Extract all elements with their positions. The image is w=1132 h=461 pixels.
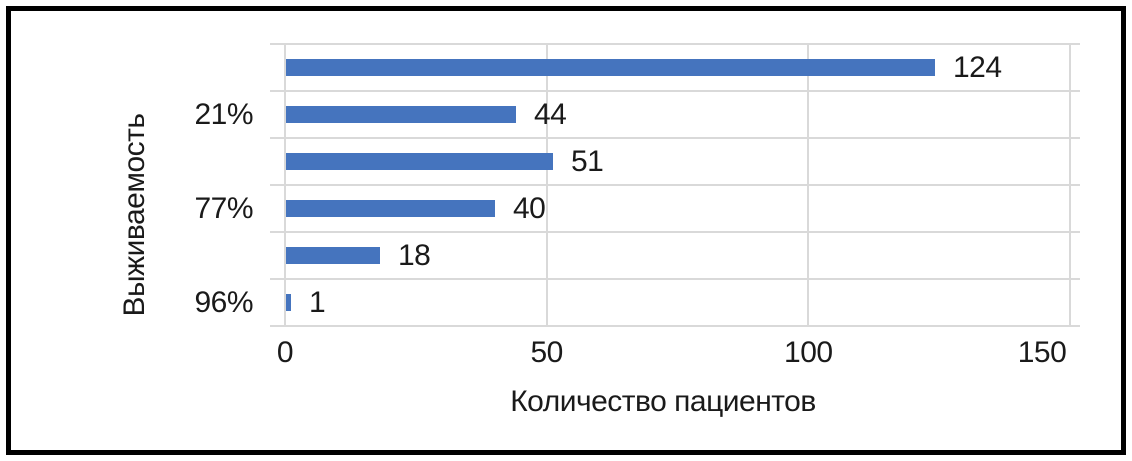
x-axis-title: Количество пациентов [510, 385, 816, 418]
bar-value-label: 1 [309, 285, 326, 319]
bar-value-label: 124 [953, 50, 1002, 84]
x-tick-label: 50 [530, 336, 563, 369]
gridline-horizontal [270, 325, 1080, 327]
category-label: 77% [194, 191, 253, 225]
bar-value-label: 40 [513, 191, 546, 225]
gridline-horizontal [270, 43, 1080, 45]
bar-value-label: 18 [398, 238, 431, 272]
bar [286, 247, 380, 264]
x-tick-label: 150 [1017, 336, 1067, 369]
gridline-vertical [545, 44, 548, 326]
x-tick-label: 100 [784, 336, 833, 369]
y-axis-title: Выживаемость [118, 113, 151, 317]
plot-area: 124 44 51 40 18 1 [270, 43, 1080, 327]
gridline-horizontal [270, 137, 1080, 139]
gridline-horizontal [270, 231, 1080, 233]
bar-value-label: 44 [534, 97, 567, 131]
gridline-vertical [284, 44, 286, 326]
category-label: 21% [194, 97, 253, 131]
bar [286, 294, 291, 311]
bar [286, 153, 553, 170]
gridline-vertical [1069, 44, 1071, 326]
gridline-horizontal [270, 278, 1080, 280]
bar [286, 200, 495, 217]
bar [286, 106, 516, 123]
bar [286, 59, 935, 76]
category-label: 96% [194, 285, 253, 319]
bar-value-label: 51 [571, 144, 604, 178]
gridline-horizontal [270, 90, 1080, 92]
gridline-vertical [807, 44, 810, 326]
gridline-horizontal [270, 184, 1080, 186]
x-tick-label: 0 [276, 336, 294, 369]
